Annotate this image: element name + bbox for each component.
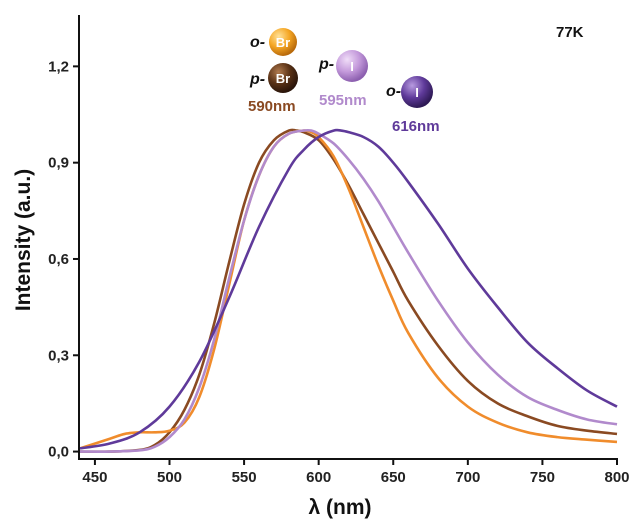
plot-frame-left	[78, 15, 80, 460]
x-tick-label-7: 800	[604, 469, 629, 486]
label-pi-prefix: p-	[318, 56, 334, 73]
x-tick-label-3: 600	[306, 469, 331, 486]
series-line-0	[79, 128, 618, 453]
y-tick-label-2: 0,6	[48, 251, 69, 268]
x-tick-label-2: 550	[232, 469, 257, 486]
label-oi-prefix: o-	[386, 83, 401, 100]
temperature-label: 77K	[556, 24, 584, 41]
x-tick-label-6: 750	[530, 469, 555, 486]
series-line-2	[79, 128, 618, 453]
label-pi-wavelength: 595nm	[319, 92, 367, 109]
svg-text:I: I	[350, 59, 354, 74]
svg-text:Br: Br	[276, 71, 290, 86]
label-pbr-prefix: p-	[249, 71, 265, 88]
y-tick-label-4: 1,2	[48, 58, 69, 75]
y-tick-label-3: 0,9	[48, 155, 69, 172]
x-tick-label-1: 500	[157, 469, 182, 486]
series-layer	[79, 128, 618, 453]
y-tick-label-0: 0,0	[48, 444, 69, 461]
x-ticks: 450 500 550 600 650 700 750 800	[82, 458, 630, 486]
ball-oi-icon: I	[401, 76, 433, 108]
x-tick-label-0: 450	[82, 469, 107, 486]
x-tick-label-5: 700	[455, 469, 480, 486]
y-tick-label-1: 0,3	[48, 347, 69, 364]
ball-pbr-icon: Br	[268, 63, 298, 93]
y-ticks: 0,0 0,3 0,6 0,9 1,2	[48, 58, 80, 461]
label-oi-wavelength: 616nm	[392, 118, 440, 135]
label-obr-prefix: o-	[250, 34, 265, 51]
x-axis-title: λ (nm)	[309, 496, 372, 519]
svg-text:Br: Br	[276, 35, 290, 50]
plot-frame-bottom	[78, 458, 618, 460]
label-pbr-wavelength: 590nm	[248, 98, 296, 115]
ball-obr-icon: Br	[269, 28, 297, 56]
y-axis-title: Intensity (a.u.)	[12, 169, 35, 311]
ball-pi-icon: I	[336, 50, 368, 82]
series-line-3	[79, 128, 618, 450]
x-tick-label-4: 650	[381, 469, 406, 486]
svg-text:I: I	[415, 85, 419, 100]
